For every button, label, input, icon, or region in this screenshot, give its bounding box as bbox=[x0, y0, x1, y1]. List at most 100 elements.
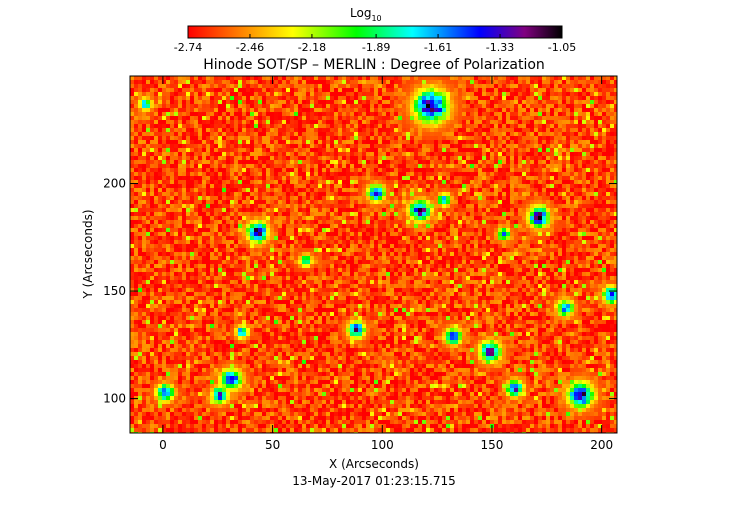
heatmap-cell bbox=[574, 92, 578, 96]
heatmap-cell bbox=[590, 80, 594, 84]
heatmap-cell bbox=[130, 96, 134, 100]
heatmap-cell bbox=[270, 192, 274, 196]
heatmap-cell bbox=[166, 84, 170, 88]
heatmap-cell bbox=[378, 80, 382, 84]
heatmap-cell bbox=[438, 84, 442, 88]
heatmap-cell bbox=[458, 96, 462, 100]
heatmap-cell bbox=[270, 152, 274, 156]
heatmap-cell bbox=[482, 76, 486, 80]
heatmap-cell bbox=[214, 208, 218, 212]
heatmap-cell bbox=[326, 120, 330, 124]
heatmap-cell bbox=[470, 124, 474, 128]
heatmap-cell bbox=[202, 216, 206, 220]
heatmap-cell bbox=[410, 212, 414, 216]
heatmap-cell bbox=[230, 212, 234, 216]
heatmap-cell bbox=[386, 76, 390, 80]
heatmap-cell bbox=[218, 100, 222, 104]
heatmap-cell bbox=[502, 208, 506, 212]
heatmap-cell bbox=[318, 188, 322, 192]
heatmap-cell bbox=[526, 104, 530, 108]
heatmap-cell bbox=[282, 120, 286, 124]
heatmap-cell bbox=[254, 144, 258, 148]
heatmap-cell bbox=[598, 172, 602, 176]
heatmap-cell bbox=[230, 116, 234, 120]
heatmap-cell bbox=[266, 140, 270, 144]
heatmap-cell bbox=[602, 188, 606, 192]
heatmap-cell bbox=[362, 80, 366, 84]
heatmap-cell bbox=[574, 232, 578, 236]
heatmap-cell bbox=[546, 84, 550, 88]
heatmap-cell bbox=[226, 124, 230, 128]
heatmap-cell bbox=[570, 152, 574, 156]
heatmap-cell bbox=[558, 172, 562, 176]
heatmap-cell bbox=[406, 120, 410, 124]
heatmap-cell bbox=[418, 156, 422, 160]
heatmap-cell bbox=[230, 120, 234, 124]
heatmap-cell bbox=[310, 128, 314, 132]
heatmap-cell bbox=[370, 208, 374, 212]
heatmap-cell bbox=[334, 104, 338, 108]
heatmap-cell bbox=[566, 224, 570, 228]
heatmap-cell bbox=[494, 92, 498, 96]
heatmap-cell bbox=[502, 236, 506, 240]
heatmap-cell bbox=[342, 164, 346, 168]
heatmap-cell bbox=[174, 140, 178, 144]
heatmap-cell bbox=[446, 128, 450, 132]
heatmap-cell bbox=[154, 128, 158, 132]
heatmap-cell bbox=[518, 156, 522, 160]
heatmap-cell bbox=[562, 88, 566, 92]
heatmap-cell bbox=[610, 156, 614, 160]
heatmap-cell bbox=[346, 184, 350, 188]
heatmap-cell bbox=[138, 112, 142, 116]
heatmap-cell bbox=[258, 184, 262, 188]
heatmap-cell bbox=[398, 144, 402, 148]
heatmap-cell bbox=[386, 172, 390, 176]
heatmap-cell bbox=[426, 172, 430, 176]
heatmap-cell bbox=[414, 232, 418, 236]
heatmap-cell bbox=[198, 148, 202, 152]
heatmap-cell bbox=[562, 104, 566, 108]
heatmap-cell bbox=[366, 232, 370, 236]
heatmap-cell bbox=[386, 144, 390, 148]
heatmap-cell bbox=[522, 140, 526, 144]
heatmap-cell bbox=[350, 96, 354, 100]
heatmap-cell bbox=[570, 76, 574, 80]
heatmap-cell bbox=[322, 232, 326, 236]
heatmap-cell bbox=[358, 208, 362, 212]
heatmap-cell bbox=[210, 76, 214, 80]
heatmap-cell bbox=[510, 212, 514, 216]
heatmap-cell bbox=[498, 148, 502, 152]
heatmap-cell bbox=[254, 176, 258, 180]
heatmap-cell bbox=[354, 144, 358, 148]
heatmap-cell bbox=[206, 184, 210, 188]
heatmap-cell bbox=[478, 104, 482, 108]
heatmap-cell bbox=[522, 180, 526, 184]
heatmap-cell bbox=[306, 132, 310, 136]
heatmap-cell bbox=[610, 200, 614, 204]
heatmap-cell bbox=[554, 80, 558, 84]
heatmap-cell bbox=[286, 172, 290, 176]
heatmap-cell bbox=[578, 100, 582, 104]
heatmap-cell bbox=[430, 124, 434, 128]
heatmap-cell bbox=[262, 176, 266, 180]
heatmap-cell bbox=[590, 160, 594, 164]
heatmap-cell bbox=[250, 116, 254, 120]
heatmap-cell bbox=[238, 100, 242, 104]
heatmap-cell bbox=[574, 164, 578, 168]
heatmap-cell bbox=[342, 88, 346, 92]
heatmap-cell bbox=[538, 160, 542, 164]
heatmap-cell bbox=[462, 168, 466, 172]
heatmap-cell bbox=[350, 200, 354, 204]
heatmap-cell bbox=[186, 188, 190, 192]
heatmap-cell bbox=[434, 128, 438, 132]
heatmap-cell bbox=[514, 100, 518, 104]
heatmap-cell bbox=[470, 132, 474, 136]
heatmap-cell bbox=[258, 104, 262, 108]
heatmap-cell bbox=[190, 180, 194, 184]
heatmap-cell bbox=[414, 192, 418, 196]
heatmap-cell bbox=[134, 204, 138, 208]
heatmap-cell bbox=[222, 92, 226, 96]
heatmap-cell bbox=[534, 100, 538, 104]
heatmap-cell bbox=[262, 192, 266, 196]
heatmap-cell bbox=[482, 140, 486, 144]
